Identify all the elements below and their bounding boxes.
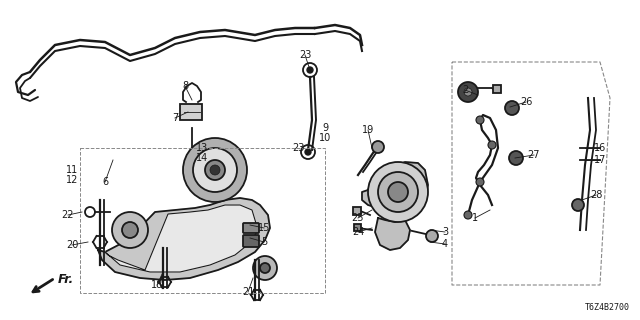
Circle shape bbox=[210, 165, 220, 175]
Text: 23: 23 bbox=[292, 143, 304, 153]
Text: 8: 8 bbox=[182, 81, 188, 91]
Circle shape bbox=[464, 211, 472, 219]
Text: 28: 28 bbox=[590, 190, 602, 200]
Circle shape bbox=[464, 88, 472, 96]
Text: 2: 2 bbox=[462, 85, 468, 95]
Text: 22: 22 bbox=[61, 210, 74, 220]
Text: 25: 25 bbox=[352, 213, 364, 223]
Polygon shape bbox=[105, 205, 258, 272]
FancyBboxPatch shape bbox=[243, 235, 259, 247]
Circle shape bbox=[253, 256, 277, 280]
Circle shape bbox=[307, 67, 313, 73]
Text: 23: 23 bbox=[299, 50, 311, 60]
Text: 6: 6 bbox=[102, 177, 108, 187]
Text: 16: 16 bbox=[594, 143, 606, 153]
Text: 27: 27 bbox=[528, 150, 540, 160]
Circle shape bbox=[112, 212, 148, 248]
Text: Fr.: Fr. bbox=[58, 273, 74, 286]
Text: 11: 11 bbox=[66, 165, 78, 175]
Polygon shape bbox=[362, 162, 428, 220]
Text: 18: 18 bbox=[151, 280, 163, 290]
Circle shape bbox=[426, 230, 438, 242]
Text: 1: 1 bbox=[472, 213, 478, 223]
Circle shape bbox=[505, 101, 519, 115]
Text: 17: 17 bbox=[594, 155, 606, 165]
FancyBboxPatch shape bbox=[353, 207, 361, 215]
Circle shape bbox=[388, 182, 408, 202]
Circle shape bbox=[476, 178, 484, 186]
Polygon shape bbox=[98, 198, 270, 280]
Polygon shape bbox=[375, 218, 410, 250]
Circle shape bbox=[305, 149, 311, 155]
Circle shape bbox=[122, 222, 138, 238]
Circle shape bbox=[205, 160, 225, 180]
Circle shape bbox=[488, 141, 496, 149]
Text: 5: 5 bbox=[261, 237, 267, 247]
Circle shape bbox=[572, 199, 584, 211]
Text: 20: 20 bbox=[66, 240, 78, 250]
Text: 15: 15 bbox=[258, 223, 270, 233]
Text: 10: 10 bbox=[319, 133, 331, 143]
Circle shape bbox=[458, 82, 478, 102]
Text: 26: 26 bbox=[520, 97, 532, 107]
Text: 4: 4 bbox=[442, 239, 448, 249]
Circle shape bbox=[372, 141, 384, 153]
Text: 19: 19 bbox=[362, 125, 374, 135]
Text: 7: 7 bbox=[172, 113, 178, 123]
Circle shape bbox=[193, 148, 237, 192]
Circle shape bbox=[260, 263, 270, 273]
Circle shape bbox=[476, 116, 484, 124]
FancyBboxPatch shape bbox=[243, 223, 259, 233]
Text: 21: 21 bbox=[242, 287, 254, 297]
Text: T6Z4B2700: T6Z4B2700 bbox=[585, 303, 630, 312]
Bar bbox=[80, 148, 325, 293]
Circle shape bbox=[378, 172, 418, 212]
Circle shape bbox=[183, 138, 247, 202]
Text: 24: 24 bbox=[352, 227, 364, 237]
Circle shape bbox=[509, 151, 523, 165]
Text: 3: 3 bbox=[442, 227, 448, 237]
Text: 9: 9 bbox=[322, 123, 328, 133]
Text: 13: 13 bbox=[196, 143, 208, 153]
FancyBboxPatch shape bbox=[180, 104, 202, 120]
FancyBboxPatch shape bbox=[354, 224, 361, 231]
FancyBboxPatch shape bbox=[493, 85, 501, 93]
Text: 14: 14 bbox=[196, 153, 208, 163]
Text: 12: 12 bbox=[66, 175, 78, 185]
Circle shape bbox=[368, 162, 428, 222]
